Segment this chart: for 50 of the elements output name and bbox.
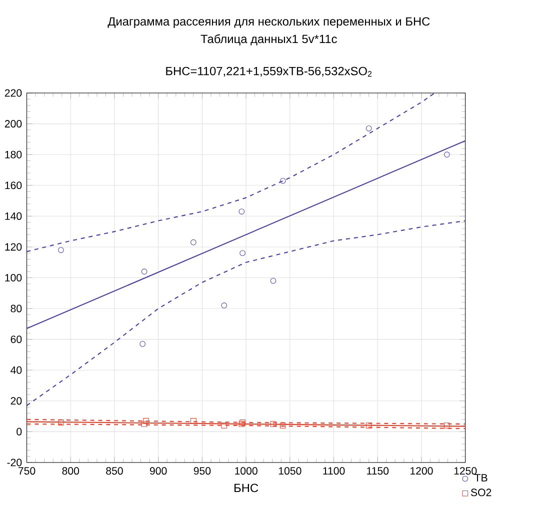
point bbox=[270, 278, 276, 284]
point bbox=[143, 418, 149, 424]
point bbox=[444, 152, 450, 158]
y-tick-label: 160 bbox=[5, 181, 22, 189]
point bbox=[366, 125, 372, 132]
y-tick-label: 80 bbox=[10, 304, 22, 312]
x-tick-label: 900 bbox=[150, 466, 167, 474]
point bbox=[190, 418, 196, 424]
y-tick-label: 140 bbox=[5, 212, 22, 220]
y-tick-label: 60 bbox=[10, 335, 22, 343]
chart-title: Диаграмма рассеяния для нескольких переменных и БНС bbox=[108, 17, 430, 28]
point bbox=[280, 178, 286, 184]
x-tick-label: 1250 bbox=[454, 466, 477, 474]
x-tick-label: 1150 bbox=[367, 466, 389, 474]
y-tick-label: 40 bbox=[10, 366, 22, 374]
y-tick-label: 120 bbox=[5, 243, 22, 251]
x-tick-label: 850 bbox=[106, 466, 123, 474]
point bbox=[221, 302, 228, 308]
x-axis-title: БНС bbox=[234, 484, 258, 492]
y-tick-label: -20 bbox=[7, 458, 22, 466]
y-tick-label: 0 bbox=[16, 428, 22, 436]
point bbox=[190, 239, 196, 246]
point bbox=[280, 422, 286, 428]
y-tick-label: 180 bbox=[5, 150, 22, 158]
legend-label: ТВ bbox=[474, 474, 488, 482]
point bbox=[141, 268, 148, 274]
x-tick-label: 1000 bbox=[235, 466, 258, 474]
point bbox=[221, 422, 228, 428]
x-tick-label: 1050 bbox=[278, 466, 302, 474]
x-tick-label: 800 bbox=[62, 466, 80, 474]
y-tick-label: 200 bbox=[4, 120, 22, 128]
chart-subtitle: Таблица данных1 5v*11c bbox=[200, 34, 337, 46]
y-tick-label: 220 bbox=[4, 89, 22, 97]
point bbox=[238, 208, 245, 214]
x-tick-label: 950 bbox=[194, 466, 211, 474]
x-tick-label: 1200 bbox=[410, 466, 433, 474]
point bbox=[270, 420, 276, 427]
point bbox=[140, 340, 146, 347]
point bbox=[240, 250, 246, 256]
point bbox=[58, 246, 64, 253]
y-tick-label: 20 bbox=[10, 396, 22, 404]
x-tick-label: 750 bbox=[18, 466, 36, 474]
x-tick-label: 1100 bbox=[323, 466, 345, 474]
point bbox=[141, 420, 148, 427]
point bbox=[366, 422, 372, 428]
point bbox=[444, 422, 450, 428]
legend-label: SO2 bbox=[470, 488, 492, 496]
point bbox=[58, 419, 64, 426]
y-tick-label: 100 bbox=[5, 274, 22, 282]
text: БНС=1107,221+1,559xТВ-56,532xSO$_{2}$ bbox=[166, 66, 372, 77]
